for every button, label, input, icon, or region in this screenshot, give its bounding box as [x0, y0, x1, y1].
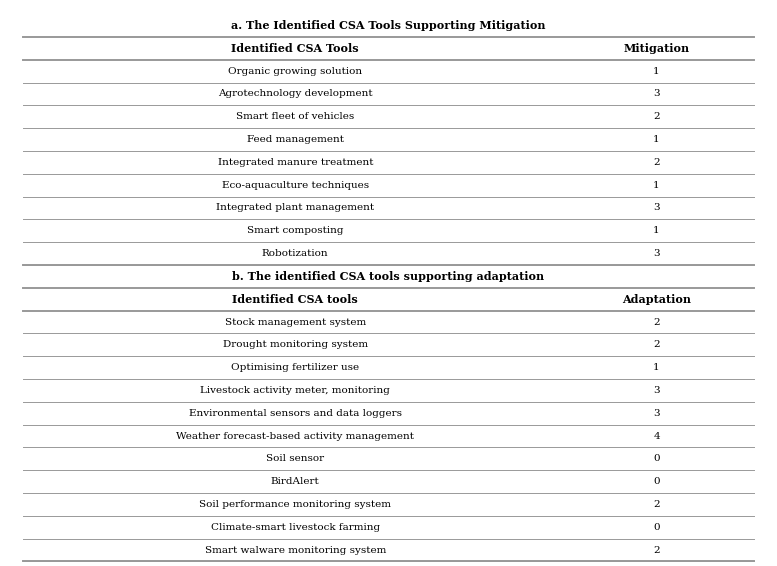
Text: 2: 2 [653, 500, 660, 509]
Text: Eco-aquaculture techniques: Eco-aquaculture techniques [221, 181, 369, 190]
Text: b. The identified CSA tools supporting adaptation: b. The identified CSA tools supporting a… [232, 271, 545, 282]
Text: 3: 3 [653, 249, 660, 258]
Text: 1: 1 [653, 363, 660, 372]
Text: Identified CSA Tools: Identified CSA Tools [232, 43, 359, 54]
Text: 1: 1 [653, 226, 660, 235]
Text: 3: 3 [653, 204, 660, 212]
Text: Weather forecast-based activity management: Weather forecast-based activity manageme… [176, 431, 414, 440]
Text: 2: 2 [653, 546, 660, 555]
Text: Environmental sensors and data loggers: Environmental sensors and data loggers [189, 409, 402, 418]
Text: 2: 2 [653, 318, 660, 327]
Text: 1: 1 [653, 67, 660, 76]
Text: 2: 2 [653, 340, 660, 349]
Text: Integrated plant management: Integrated plant management [216, 204, 375, 212]
Text: 0: 0 [653, 523, 660, 532]
Text: Agrotechnology development: Agrotechnology development [218, 89, 373, 98]
Text: Robotization: Robotization [262, 249, 329, 258]
Text: Soil sensor: Soil sensor [267, 454, 324, 464]
Text: Smart fleet of vehicles: Smart fleet of vehicles [236, 112, 354, 121]
Text: Mitigation: Mitigation [623, 43, 690, 54]
Text: Smart composting: Smart composting [247, 226, 343, 235]
Text: Soil performance monitoring system: Soil performance monitoring system [199, 500, 392, 509]
Text: 3: 3 [653, 409, 660, 418]
Text: 2: 2 [653, 158, 660, 167]
Text: 3: 3 [653, 89, 660, 98]
Text: 1: 1 [653, 135, 660, 144]
Text: Smart walware monitoring system: Smart walware monitoring system [204, 546, 386, 555]
Text: Adaptation: Adaptation [622, 294, 691, 305]
Text: 1: 1 [653, 181, 660, 190]
Text: Livestock activity meter, monitoring: Livestock activity meter, monitoring [200, 386, 390, 395]
Text: Stock management system: Stock management system [225, 318, 366, 327]
Text: Identified CSA tools: Identified CSA tools [232, 294, 358, 305]
Text: 4: 4 [653, 431, 660, 440]
Text: 0: 0 [653, 454, 660, 464]
Text: 0: 0 [653, 477, 660, 486]
Text: 2: 2 [653, 112, 660, 121]
Text: Feed management: Feed management [247, 135, 343, 144]
Text: BirdAlert: BirdAlert [271, 477, 319, 486]
Text: 3: 3 [653, 386, 660, 395]
Text: Organic growing solution: Organic growing solution [228, 67, 362, 76]
Text: Integrated manure treatment: Integrated manure treatment [218, 158, 373, 167]
Text: Drought monitoring system: Drought monitoring system [223, 340, 368, 349]
Text: Optimising fertilizer use: Optimising fertilizer use [232, 363, 359, 372]
Text: Climate-smart livestock farming: Climate-smart livestock farming [211, 523, 380, 532]
Text: a. The Identified CSA Tools Supporting Mitigation: a. The Identified CSA Tools Supporting M… [232, 20, 545, 31]
